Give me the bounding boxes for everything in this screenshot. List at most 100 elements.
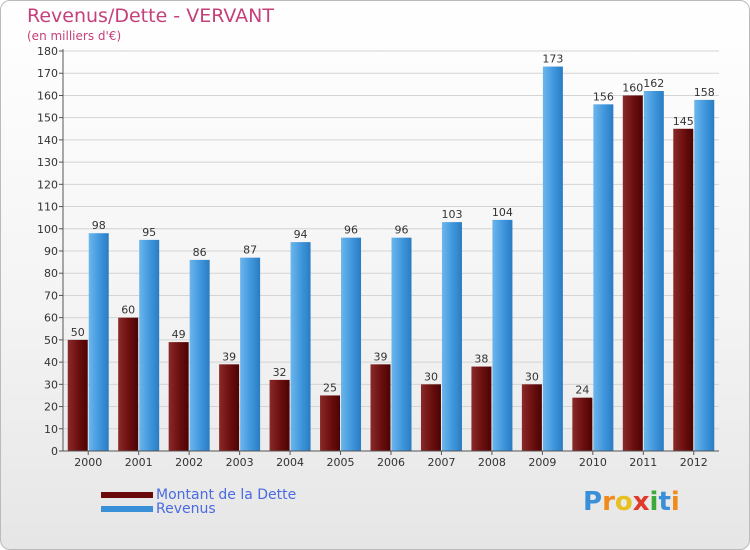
data-label-debt-2005: 25 xyxy=(323,381,337,394)
data-label-debt-2002: 49 xyxy=(172,328,186,341)
x-tick-label: 2006 xyxy=(377,456,405,469)
y-tick-label: 0 xyxy=(51,445,58,458)
x-tick-label: 2002 xyxy=(175,456,203,469)
legend-swatch-revenus xyxy=(101,506,153,512)
data-label-revenus-2003: 87 xyxy=(243,244,257,257)
data-label-debt-2000: 50 xyxy=(71,326,85,339)
y-tick-label: 140 xyxy=(37,134,58,147)
data-label-debt-2003: 39 xyxy=(222,350,236,363)
y-tick-label: 100 xyxy=(37,223,58,236)
data-label-revenus-2002: 86 xyxy=(193,246,207,259)
logo-letter: i xyxy=(670,487,680,517)
bar-debt-2005 xyxy=(320,395,341,451)
y-tick-label: 50 xyxy=(44,334,58,347)
x-tick-label: 2008 xyxy=(478,456,506,469)
data-label-debt-2006: 39 xyxy=(374,350,388,363)
data-label-revenus-2001: 95 xyxy=(142,226,156,239)
bar-debt-2009 xyxy=(521,384,542,451)
logo-letter: o xyxy=(614,487,633,517)
legend-label-debt: Montant de la Dette xyxy=(156,487,297,503)
data-label-revenus-2012: 158 xyxy=(694,86,715,99)
bar-debt-2003 xyxy=(219,364,240,451)
x-tick-label: 2007 xyxy=(427,456,455,469)
bar-debt-2006 xyxy=(370,364,391,451)
x-tick-label: 2005 xyxy=(327,456,355,469)
data-label-revenus-2007: 103 xyxy=(441,208,462,221)
y-tick-label: 180 xyxy=(37,45,58,58)
logo-letter: i xyxy=(649,487,659,517)
bar-debt-2008 xyxy=(471,366,492,451)
proxiti-logo: Proxiti xyxy=(583,487,680,517)
x-tick-label: 2004 xyxy=(276,456,304,469)
data-label-debt-2010: 24 xyxy=(575,384,589,397)
logo-letter: P xyxy=(583,487,603,517)
y-tick-label: 30 xyxy=(44,378,58,391)
bar-revenus-2007 xyxy=(441,222,462,451)
y-tick-label: 20 xyxy=(44,401,58,414)
bar-debt-2011 xyxy=(622,95,643,451)
data-label-revenus-2011: 162 xyxy=(643,77,664,90)
bar-revenus-2006 xyxy=(391,237,412,451)
x-tick-label: 2003 xyxy=(226,456,254,469)
bar-revenus-2009 xyxy=(542,66,563,452)
data-label-revenus-2005: 96 xyxy=(344,224,358,237)
legend-swatch-debt xyxy=(101,492,153,498)
logo-letter: r xyxy=(602,487,615,517)
bar-revenus-2010 xyxy=(593,104,614,451)
data-label-debt-2009: 30 xyxy=(525,370,539,383)
bar-debt-2010 xyxy=(572,397,593,451)
y-tick-label: 130 xyxy=(37,156,58,169)
x-tick-label: 2000 xyxy=(74,456,102,469)
x-tick-label: 2009 xyxy=(528,456,556,469)
legend-label-revenus: Revenus xyxy=(156,501,216,517)
data-label-debt-2001: 60 xyxy=(121,304,135,317)
data-label-debt-2011: 160 xyxy=(622,81,643,94)
x-tick-label: 2011 xyxy=(629,456,657,469)
bar-debt-2001 xyxy=(118,317,139,451)
y-tick-label: 80 xyxy=(44,267,58,280)
bar-revenus-2012 xyxy=(694,99,715,451)
logo-letter: x xyxy=(632,487,650,517)
bar-debt-2012 xyxy=(673,128,694,451)
bar-revenus-2001 xyxy=(139,239,160,451)
bar-debt-2007 xyxy=(420,384,441,451)
bar-revenus-2005 xyxy=(341,237,362,451)
data-label-debt-2007: 30 xyxy=(424,370,438,383)
bar-revenus-2003 xyxy=(240,257,261,451)
bar-debt-2000 xyxy=(67,339,88,451)
y-tick-label: 150 xyxy=(37,112,58,125)
bar-revenus-2004 xyxy=(290,242,311,451)
y-tick-label: 40 xyxy=(44,356,58,369)
y-tick-label: 70 xyxy=(44,289,58,302)
bar-revenus-2002 xyxy=(189,259,210,451)
bar-revenus-2011 xyxy=(643,91,664,451)
chart-title: Revenus/Dette - VERVANT xyxy=(27,5,274,27)
logo-letter: t xyxy=(658,487,671,517)
x-tick-label: 2012 xyxy=(680,456,708,469)
data-label-debt-2004: 32 xyxy=(273,366,287,379)
y-tick-label: 120 xyxy=(37,178,58,191)
bar-revenus-2000 xyxy=(88,233,109,451)
y-tick-label: 60 xyxy=(44,312,58,325)
data-label-revenus-2008: 104 xyxy=(492,206,513,219)
y-tick-label: 90 xyxy=(44,245,58,258)
data-label-revenus-2006: 96 xyxy=(395,224,409,237)
y-tick-label: 170 xyxy=(37,67,58,80)
y-tick-label: 160 xyxy=(37,89,58,102)
data-label-revenus-2009: 173 xyxy=(542,53,563,66)
y-tick-label: 110 xyxy=(37,201,58,214)
data-label-debt-2008: 38 xyxy=(474,353,488,366)
x-tick-label: 2010 xyxy=(579,456,607,469)
data-label-revenus-2004: 94 xyxy=(294,228,308,241)
bar-debt-2004 xyxy=(269,379,290,451)
data-label-revenus-2000: 98 xyxy=(92,219,106,232)
y-tick-label: 10 xyxy=(44,423,58,436)
data-label-debt-2012: 145 xyxy=(673,115,694,128)
data-label-revenus-2010: 156 xyxy=(593,90,614,103)
x-tick-label: 2001 xyxy=(125,456,153,469)
chart-subtitle: (en milliers d'€) xyxy=(27,29,122,43)
bar-revenus-2008 xyxy=(492,219,513,451)
bar-debt-2002 xyxy=(168,342,189,451)
